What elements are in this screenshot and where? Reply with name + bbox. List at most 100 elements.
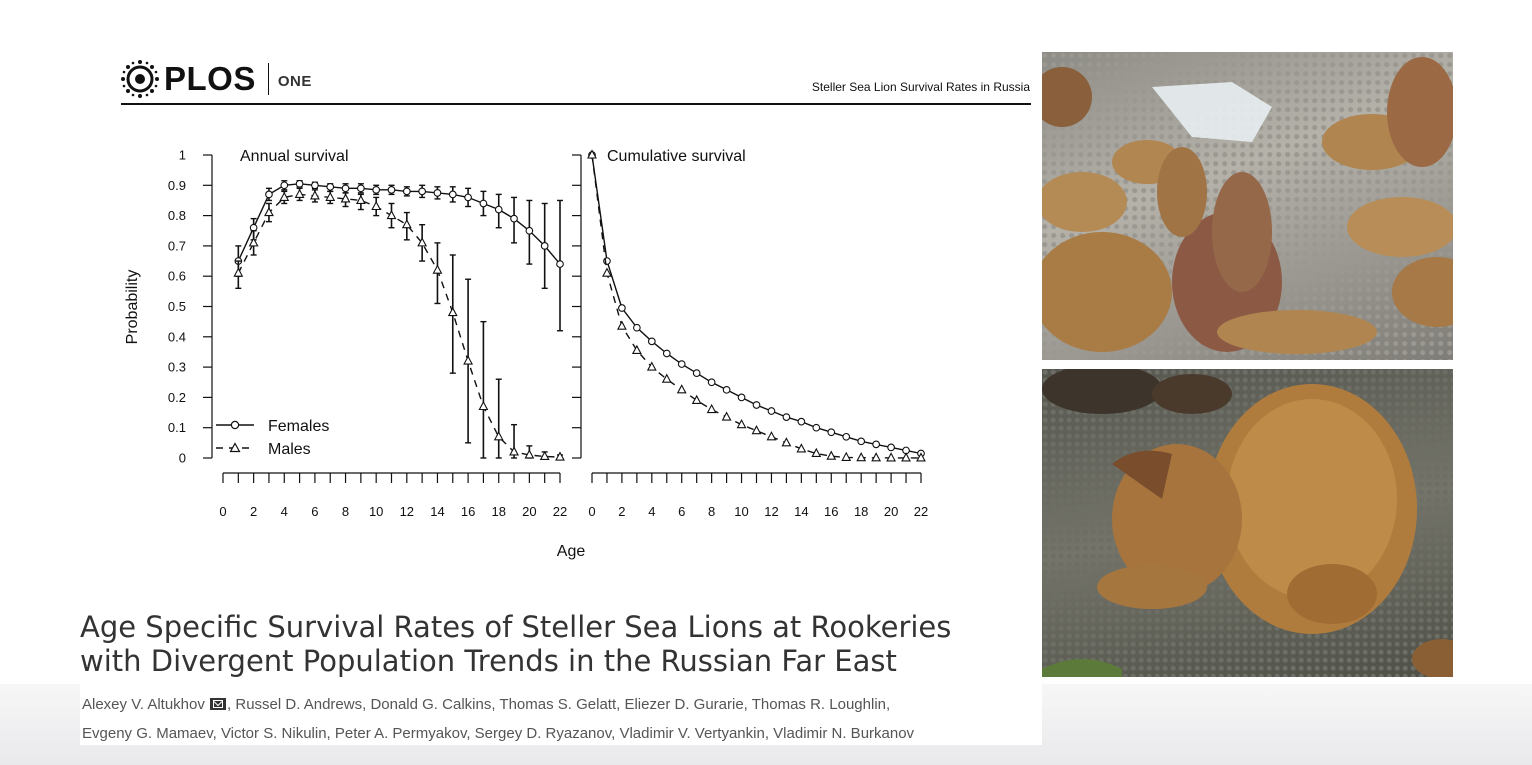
data-point-female [872,440,880,449]
survival-figure: 00.10.20.30.40.50.60.70.80.910 2 4 6 8 10 12 14… [124,148,928,561]
data-point-male [340,193,351,203]
author-name[interactable]: Eliezer D. Gurarie, [624,696,748,713]
data-point-female [737,393,746,402]
data-point-male [886,452,897,462]
data-point-male [706,403,717,414]
data-point-male [691,394,702,404]
annual-survival-panel: 00.10.20.30.40.50.60.70.80.910 2 4 6 8 10 12 14… [168,148,567,520]
data-point-female [372,185,381,194]
data-point-male [856,452,867,462]
data-point-female [842,432,851,441]
data-point-female [494,205,503,214]
data-point-male [587,149,597,159]
data-point-male [493,431,504,441]
title-line-2: with Divergent Population Trends in the … [80,644,897,678]
series-line-males [237,193,561,458]
x-tick-label: 4 [648,504,655,519]
x-tick-label: 2 [618,504,625,519]
x-tick-label: 18 [854,504,868,519]
data-point-female [692,369,701,378]
y-axis-label: Probability [124,270,141,345]
author-name[interactable]: Thomas R. Loughlin, [751,696,891,713]
title-line-1: Age Specific Survival Rates of Steller S… [80,610,952,644]
plos-logo-icon [121,60,159,98]
data-point-male [463,355,474,365]
data-point-male [901,452,911,462]
y-tick-label: 0.8 [168,208,186,223]
author-line-2: Evgeny G. Mamaev, Victor S. Nikulin, Pet… [82,719,1042,748]
paper-title[interactable]: Age Specific Survival Rates of Steller S… [80,610,1040,678]
data-point-male [826,450,837,460]
paper-card [80,40,1042,745]
header-rule [121,103,1031,105]
cumulative-survival-panel: 0 2 4 6 8 10 12 14 16 18 20 22 [572,149,928,519]
x-tick-label: 22 [914,504,928,519]
data-point-female [707,378,716,387]
x-tick-label: 6 [311,504,318,519]
data-point-female [677,360,686,368]
author-name[interactable]: Evgeny G. Mamaev, [82,725,217,742]
author-name[interactable]: Vladimir N. Burkanov [773,725,915,742]
y-tick-label: 0.5 [168,299,186,314]
data-point-female [280,181,289,190]
data-point-male [871,452,882,462]
data-point-female [797,417,806,426]
x-tick-label: 10 [734,504,748,519]
data-point-male [279,191,290,201]
running-head: Steller Sea Lion Survival Rates in Russi… [811,80,1030,94]
data-point-male [355,194,366,204]
x-tick-label: 4 [281,504,288,519]
author-name[interactable]: Sergey D. Ryazanov, [474,725,616,742]
x-tick-label: 8 [342,504,349,519]
data-point-male [524,449,535,459]
panel-title-annual: Annual survival [240,148,349,165]
y-tick-label: 0.4 [168,329,186,344]
data-point-male [676,384,687,394]
author-name[interactable]: Donald G. Calkins, [370,696,496,713]
x-axis-label: Age [557,543,586,560]
y-tick-label: 1 [179,148,186,163]
panel-title-cumulative: Cumulative survival [607,148,746,165]
data-point-female [752,401,761,409]
data-point-female [433,189,442,197]
data-point-female [341,184,350,193]
data-point-male [309,190,320,200]
data-point-female [540,242,549,250]
data-point-female [387,185,396,194]
data-point-male [386,209,397,220]
data-point-male [841,451,852,461]
data-point-female [767,407,776,415]
author-name[interactable]: Victor S. Nikulin, [220,725,331,742]
data-point-male [325,191,336,201]
data-point-male [602,267,612,277]
author-name[interactable]: Vladimir V. Vertyankin, [619,725,769,742]
data-point-female [357,184,365,193]
author-name[interactable]: Alexey V. Altukhov [82,696,205,713]
y-tick-label: 0.3 [168,360,186,375]
author-name[interactable]: Peter A. Permyakov, [334,725,471,742]
y-tick-label: 0.9 [168,178,186,193]
email-icon[interactable] [210,698,227,710]
data-point-male [447,306,458,317]
data-point-male [264,206,274,217]
series-line-males [591,154,922,459]
author-name[interactable]: Thomas S. Gelatt, [499,696,621,713]
data-point-male [616,320,627,330]
data-point-female [326,182,335,191]
data-point-female [782,413,791,421]
data-point-male [371,200,382,211]
y-tick-label: 0.6 [168,269,186,284]
data-point-female [479,199,488,208]
x-tick-label: 12 [400,504,414,519]
plos-logo[interactable]: PLOS ONE [120,58,312,100]
data-point-male [233,267,244,277]
author-name[interactable]: Russel D. Andrews, [235,696,367,713]
x-tick-label: 22 [553,504,567,519]
legend: Females Males [216,418,329,458]
data-point-female [887,443,895,452]
legend-label-males: Males [268,441,311,458]
data-point-female [722,385,731,394]
data-point-male [432,264,443,274]
data-point-male [766,431,777,441]
data-point-male [916,452,926,462]
